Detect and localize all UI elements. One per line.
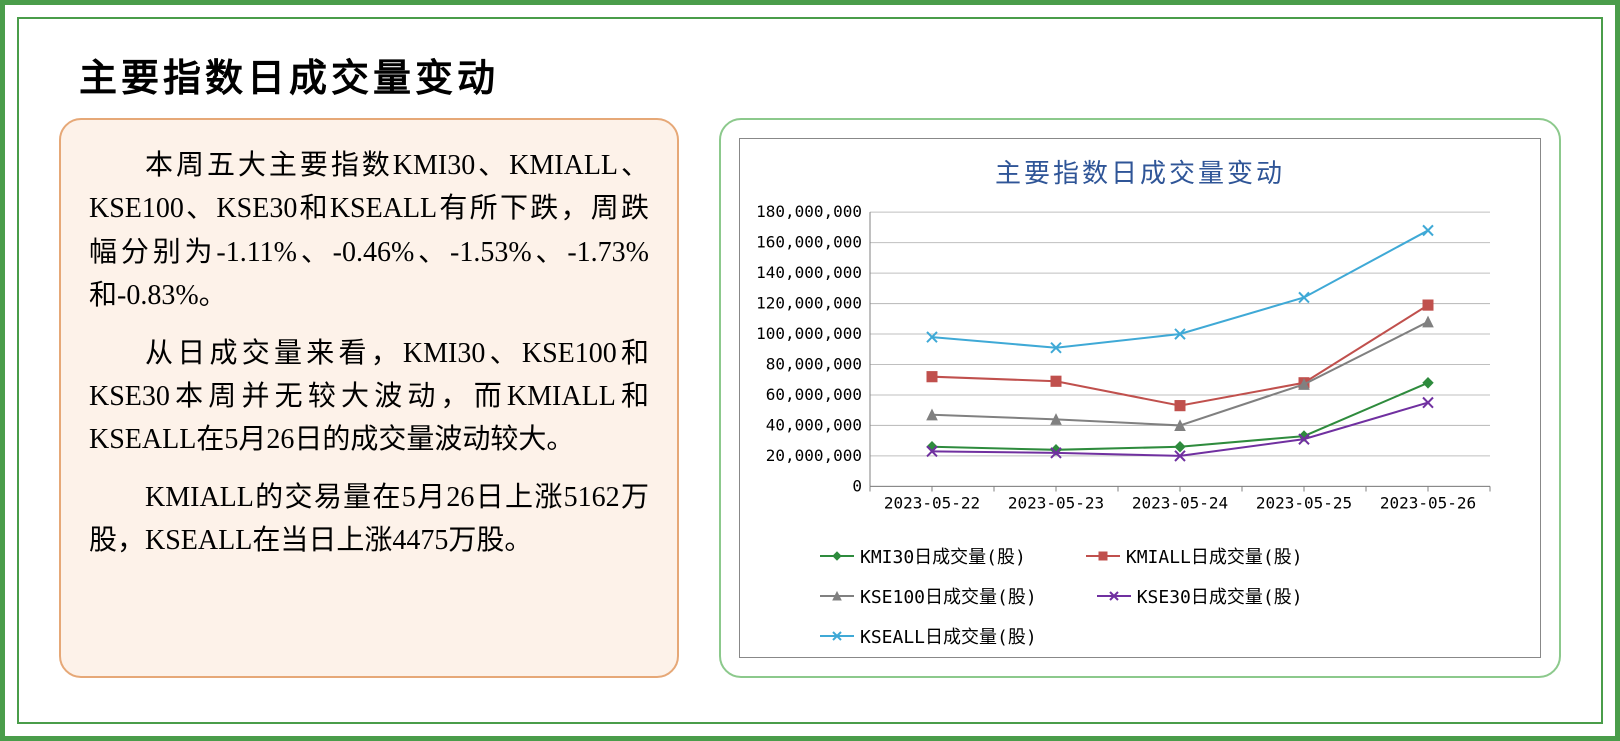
svg-text:40,000,000: 40,000,000 xyxy=(766,415,862,434)
chart-title: 主要指数日成交量变动 xyxy=(740,153,1540,190)
svg-text:2023-05-25: 2023-05-25 xyxy=(1256,494,1352,513)
paragraph-3: KMIALL的交易量在5月26日上涨5162万股，KSEALL在当日上涨4475… xyxy=(89,476,649,563)
legend-label: KMI30日成交量(股) xyxy=(860,543,1026,569)
chart-panel: 主要指数日成交量变动 0 20,000,000 40,000,000 60,000,0… xyxy=(719,118,1561,678)
legend-item: KSEALL日成交量(股) xyxy=(820,623,1037,649)
legend-item: KMI30日成交量(股) xyxy=(820,543,1026,569)
svg-text:120,000,000: 120,000,000 xyxy=(756,294,862,313)
svg-text:20,000,000: 20,000,000 xyxy=(766,446,862,465)
legend-label: KSE100日成交量(股) xyxy=(860,583,1037,609)
svg-text:160,000,000: 160,000,000 xyxy=(756,233,862,252)
legend-label: KSE30日成交量(股) xyxy=(1137,583,1303,609)
outer-frame: 主要指数日成交量变动 本周五大主要指数KMI30、KMIALL、KSE100、K… xyxy=(0,0,1620,741)
svg-text:2023-05-22: 2023-05-22 xyxy=(884,494,980,513)
content-row: 本周五大主要指数KMI30、KMIALL、KSE100、KSE30和KSEALL… xyxy=(59,118,1561,678)
inner-frame: 主要指数日成交量变动 本周五大主要指数KMI30、KMIALL、KSE100、K… xyxy=(17,17,1603,724)
svg-text:100,000,000: 100,000,000 xyxy=(756,324,862,343)
svg-text:0: 0 xyxy=(852,476,862,495)
svg-text:140,000,000: 140,000,000 xyxy=(756,263,862,282)
legend-label: KMIALL日成交量(股) xyxy=(1126,543,1303,569)
text-panel: 本周五大主要指数KMI30、KMIALL、KSE100、KSE30和KSEALL… xyxy=(59,118,679,678)
legend-label: KSEALL日成交量(股) xyxy=(860,623,1037,649)
legend-item: KMIALL日成交量(股) xyxy=(1086,543,1303,569)
svg-text:2023-05-24: 2023-05-24 xyxy=(1132,494,1228,513)
legend-item: KSE30日成交量(股) xyxy=(1097,583,1303,609)
chart-inner: 主要指数日成交量变动 0 20,000,000 40,000,000 60,000,0… xyxy=(739,138,1541,658)
paragraph-2: 从日成交量来看，KMI30、KSE100和KSE30本周并无较大波动，而KMIA… xyxy=(89,332,649,462)
legend-item: KSE100日成交量(股) xyxy=(820,583,1037,609)
svg-text:2023-05-26: 2023-05-26 xyxy=(1380,494,1476,513)
paragraph-1: 本周五大主要指数KMI30、KMIALL、KSE100、KSE30和KSEALL… xyxy=(89,144,649,318)
svg-text:60,000,000: 60,000,000 xyxy=(766,385,862,404)
chart-legend: KMI30日成交量(股) KMIALL日成交量(股) KSE100日成交量(股) KS… xyxy=(740,533,1540,665)
chart-svg: 0 20,000,000 40,000,000 60,000,000 80,000,00… xyxy=(750,202,1510,527)
svg-text:180,000,000: 180,000,000 xyxy=(756,202,862,221)
page-title: 主要指数日成交量变动 xyxy=(79,47,1561,102)
plot-area: 0 20,000,000 40,000,000 60,000,000 80,000,00… xyxy=(750,202,1510,527)
svg-text:80,000,000: 80,000,000 xyxy=(766,354,862,373)
svg-text:2023-05-23: 2023-05-23 xyxy=(1008,494,1104,513)
